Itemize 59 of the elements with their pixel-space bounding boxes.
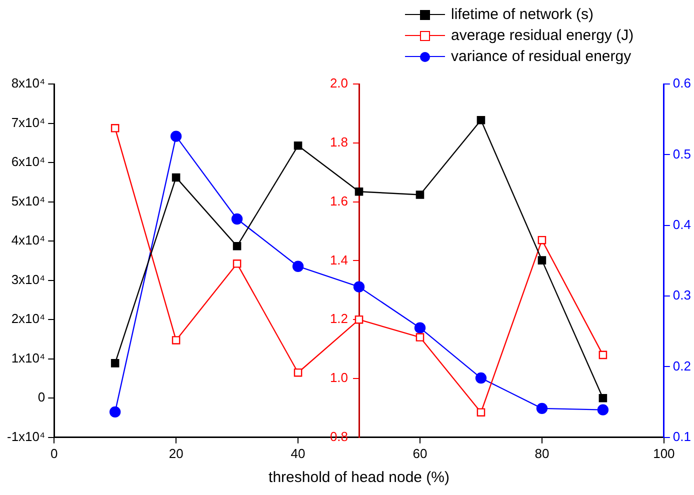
- point: [294, 368, 302, 377]
- x-tick-label: 80: [534, 446, 550, 461]
- x-tick-label: 60: [412, 446, 428, 461]
- y2-tick-label: 1.8: [330, 134, 348, 150]
- point: [170, 130, 182, 142]
- point: [414, 322, 426, 334]
- legend-label: lifetime of network (s): [451, 5, 594, 25]
- point: [597, 404, 609, 416]
- point: [353, 281, 365, 292]
- x-tick-label: 100: [653, 446, 675, 461]
- y-tick-label: 4x10⁴: [11, 232, 46, 248]
- point: [172, 336, 180, 344]
- point: [172, 173, 180, 182]
- point: [110, 359, 120, 368]
- point: [598, 350, 608, 360]
- y3-tick-label: 0.3: [672, 288, 692, 303]
- y3-tick-label: 0.4: [672, 216, 692, 232]
- y-tick-label: 8x10⁴: [11, 76, 46, 91]
- point: [536, 402, 548, 414]
- y-tick-label: 1x10⁴: [11, 350, 46, 366]
- y2-tick-label: 2.0: [330, 76, 348, 91]
- y-tick-label: 2x10⁴: [11, 311, 46, 326]
- x-axis-title: threshold of head node (%): [268, 469, 450, 486]
- point: [598, 394, 608, 402]
- y2-tick-label: 1.2: [330, 311, 348, 326]
- point: [476, 408, 486, 417]
- x-tick-label: 0: [50, 446, 58, 461]
- point: [294, 142, 302, 150]
- point: [292, 260, 304, 272]
- y3-tick-label: 0.1: [672, 428, 692, 444]
- legend-label: average residual energy (J): [451, 26, 634, 46]
- point: [110, 124, 120, 132]
- y3-tick-label: 0.5: [672, 146, 692, 162]
- point: [416, 190, 424, 199]
- point: [232, 242, 242, 250]
- y3-tick-label: 0.2: [672, 358, 692, 374]
- y-tick-label: -1x10⁴: [6, 428, 46, 444]
- point: [354, 315, 364, 324]
- point: [538, 256, 546, 264]
- x-tick-label: 20: [168, 446, 184, 461]
- y3-tick-label: 0.6: [672, 76, 692, 91]
- x-tick-label: 40: [290, 446, 306, 461]
- y-tick-label: 7x10⁴: [11, 114, 46, 130]
- y2-tick-label: 1.6: [330, 193, 348, 208]
- point: [109, 406, 121, 418]
- y-tick-label: 5x10⁴: [11, 193, 46, 208]
- y-tick-label: 0: [38, 390, 46, 405]
- point: [416, 333, 424, 342]
- point: [232, 260, 242, 268]
- y-tick-label: 6x10⁴: [11, 154, 46, 170]
- point: [538, 236, 546, 244]
- legend-label: variance of residual energy: [451, 47, 632, 67]
- y2-tick-label: 1.0: [330, 370, 348, 386]
- point: [231, 213, 243, 225]
- y2-tick-label: 1.4: [330, 252, 348, 268]
- point: [476, 116, 486, 124]
- y-tick-label: 3x10⁴: [11, 272, 46, 287]
- point: [475, 372, 487, 384]
- point: [354, 187, 364, 196]
